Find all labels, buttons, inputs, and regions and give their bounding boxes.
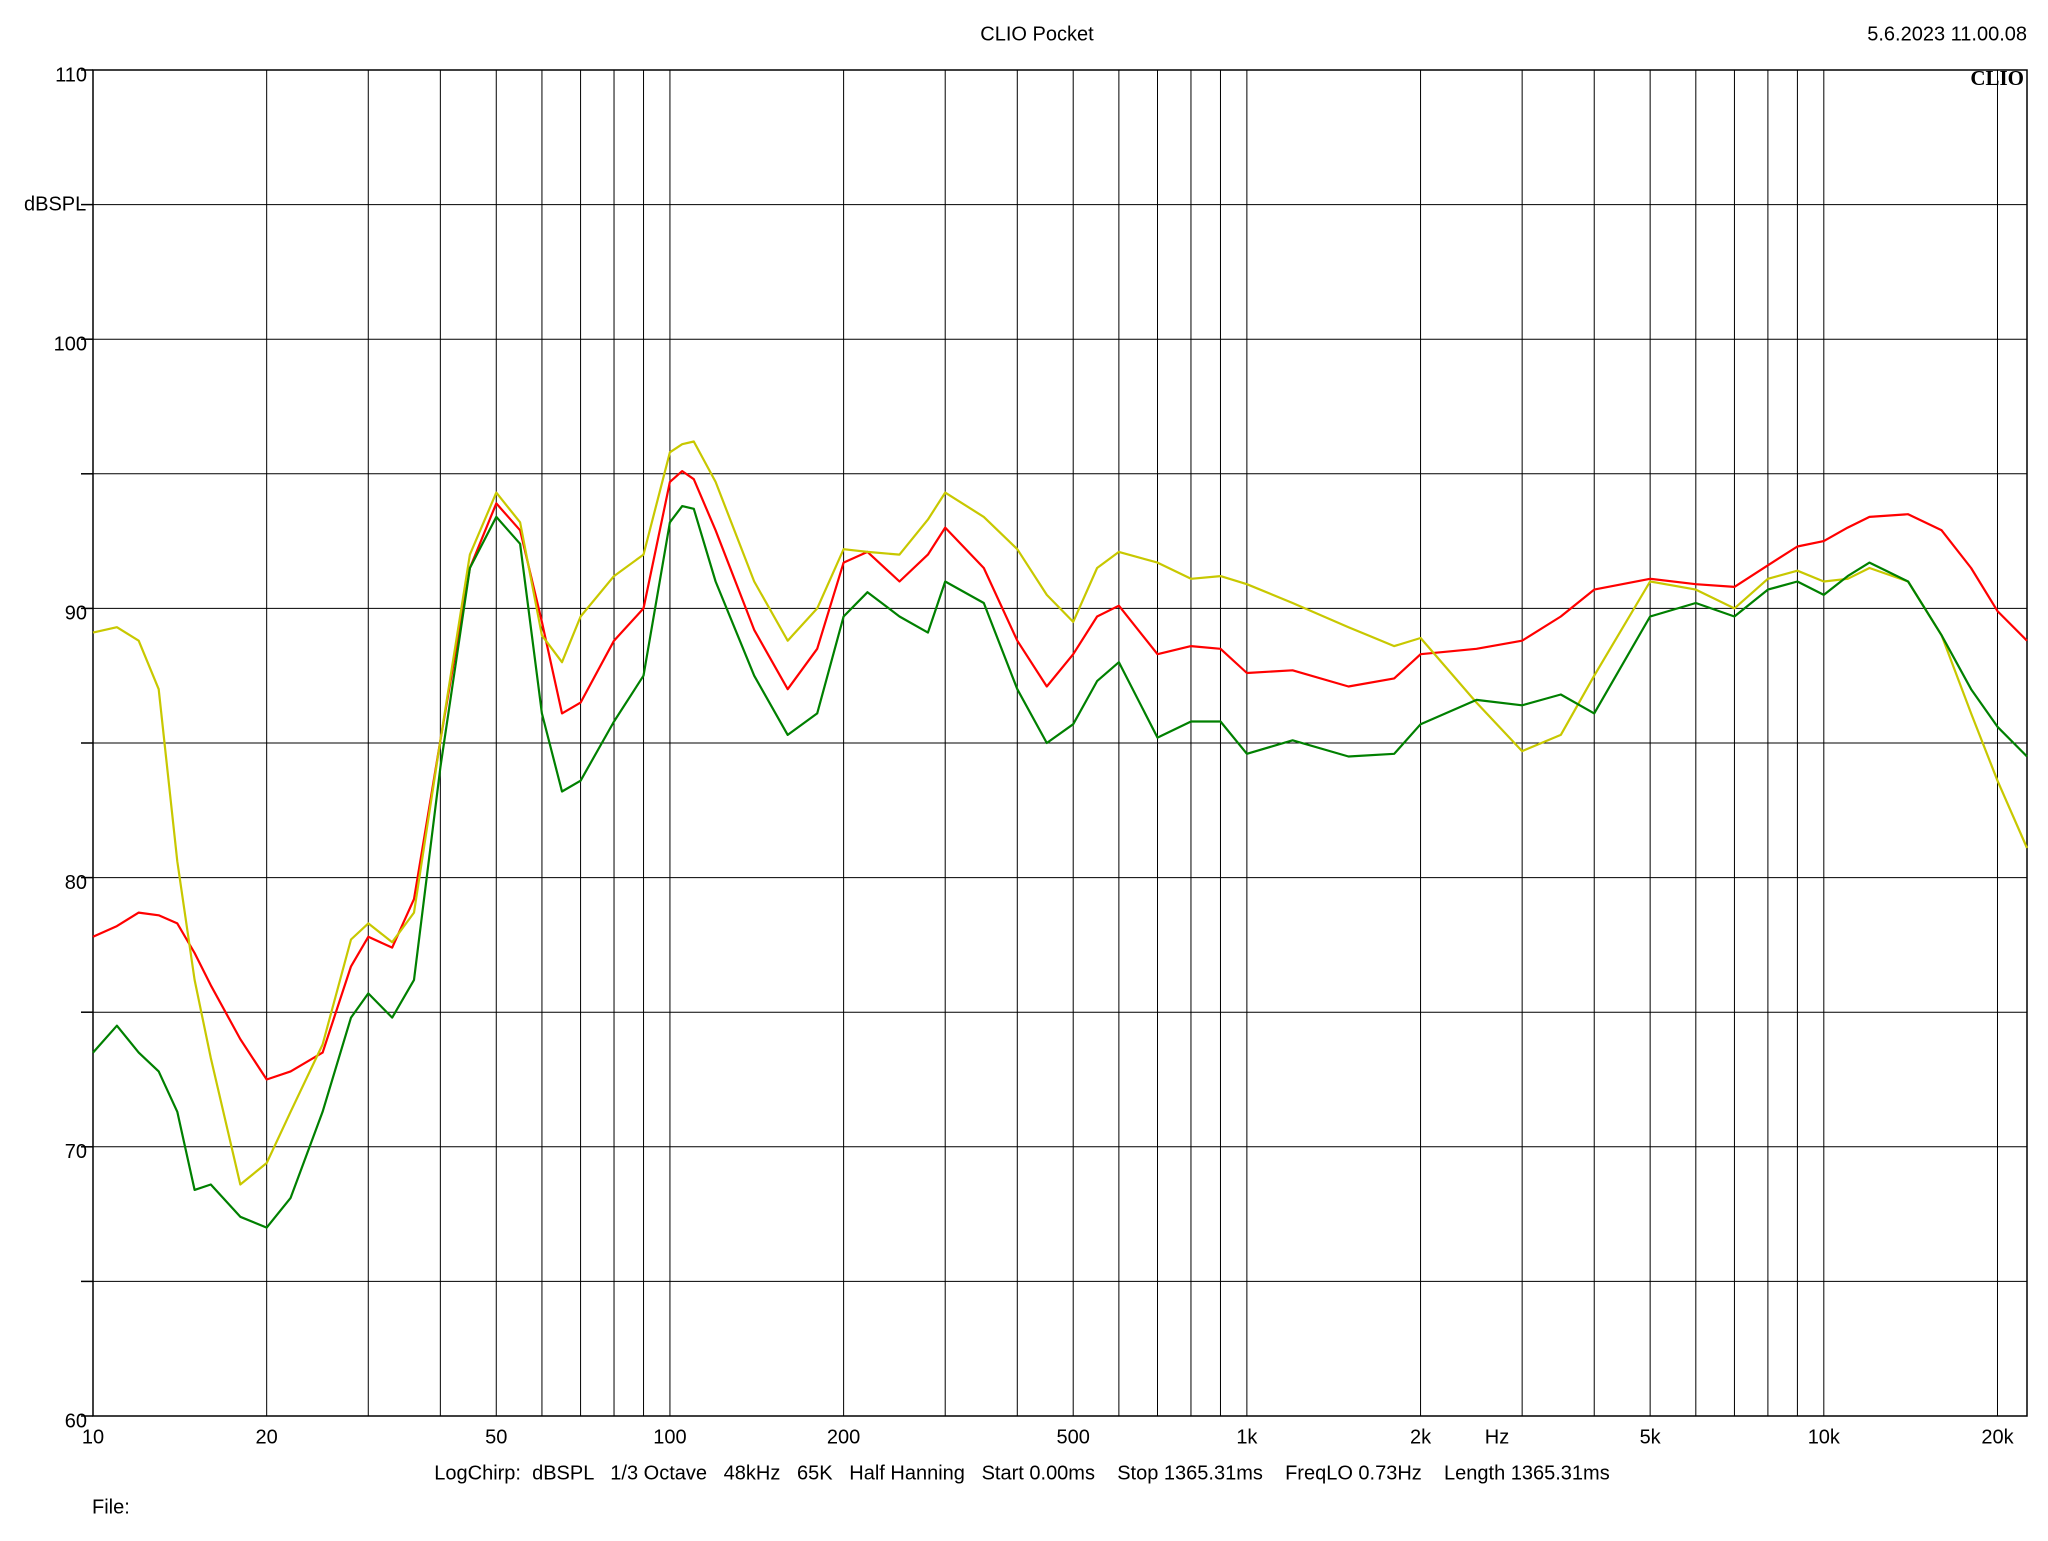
x-tick-label: 10 [82,1426,104,1448]
x-tick-label: 50 [485,1426,507,1448]
x-tick-label: 10k [1808,1426,1841,1448]
y-tick-label: 90 [65,603,87,625]
file-label: File: [92,1496,130,1518]
x-axis-label: Hz [1485,1426,1509,1448]
footer: LogChirp: dBSPL 1/3 Octave 48kHz 65K Hal… [434,1462,1609,1484]
y-tick-label: 110 [55,64,87,86]
x-tick-label: 200 [827,1426,860,1448]
x-tick-label: 1k [1236,1426,1258,1448]
x-tick-label: 100 [653,1426,686,1448]
series-line [92,470,2028,1081]
chart-title: CLIO Pocket [980,23,1094,45]
plot-frame [92,69,2028,1417]
x-tick-label: 5k [1640,1426,1662,1448]
series-line [92,440,2029,1186]
y-tick-label: 80 [65,872,87,894]
x-tick-label: 500 [1057,1426,1090,1448]
y-axis-label: dBSPL [24,193,86,215]
y-tick-label: 100 [54,333,87,355]
x-tick-label: 20k [1981,1426,2014,1448]
y-tick-label: 70 [65,1141,87,1163]
x-tick-label: 20 [256,1426,278,1448]
timestamp: 5.6.2023 11.00.08 [1867,23,2027,45]
series-line [92,505,2028,1229]
y-tick-label: 60 [65,1410,87,1432]
x-tick-label: 2k [1410,1426,1432,1448]
